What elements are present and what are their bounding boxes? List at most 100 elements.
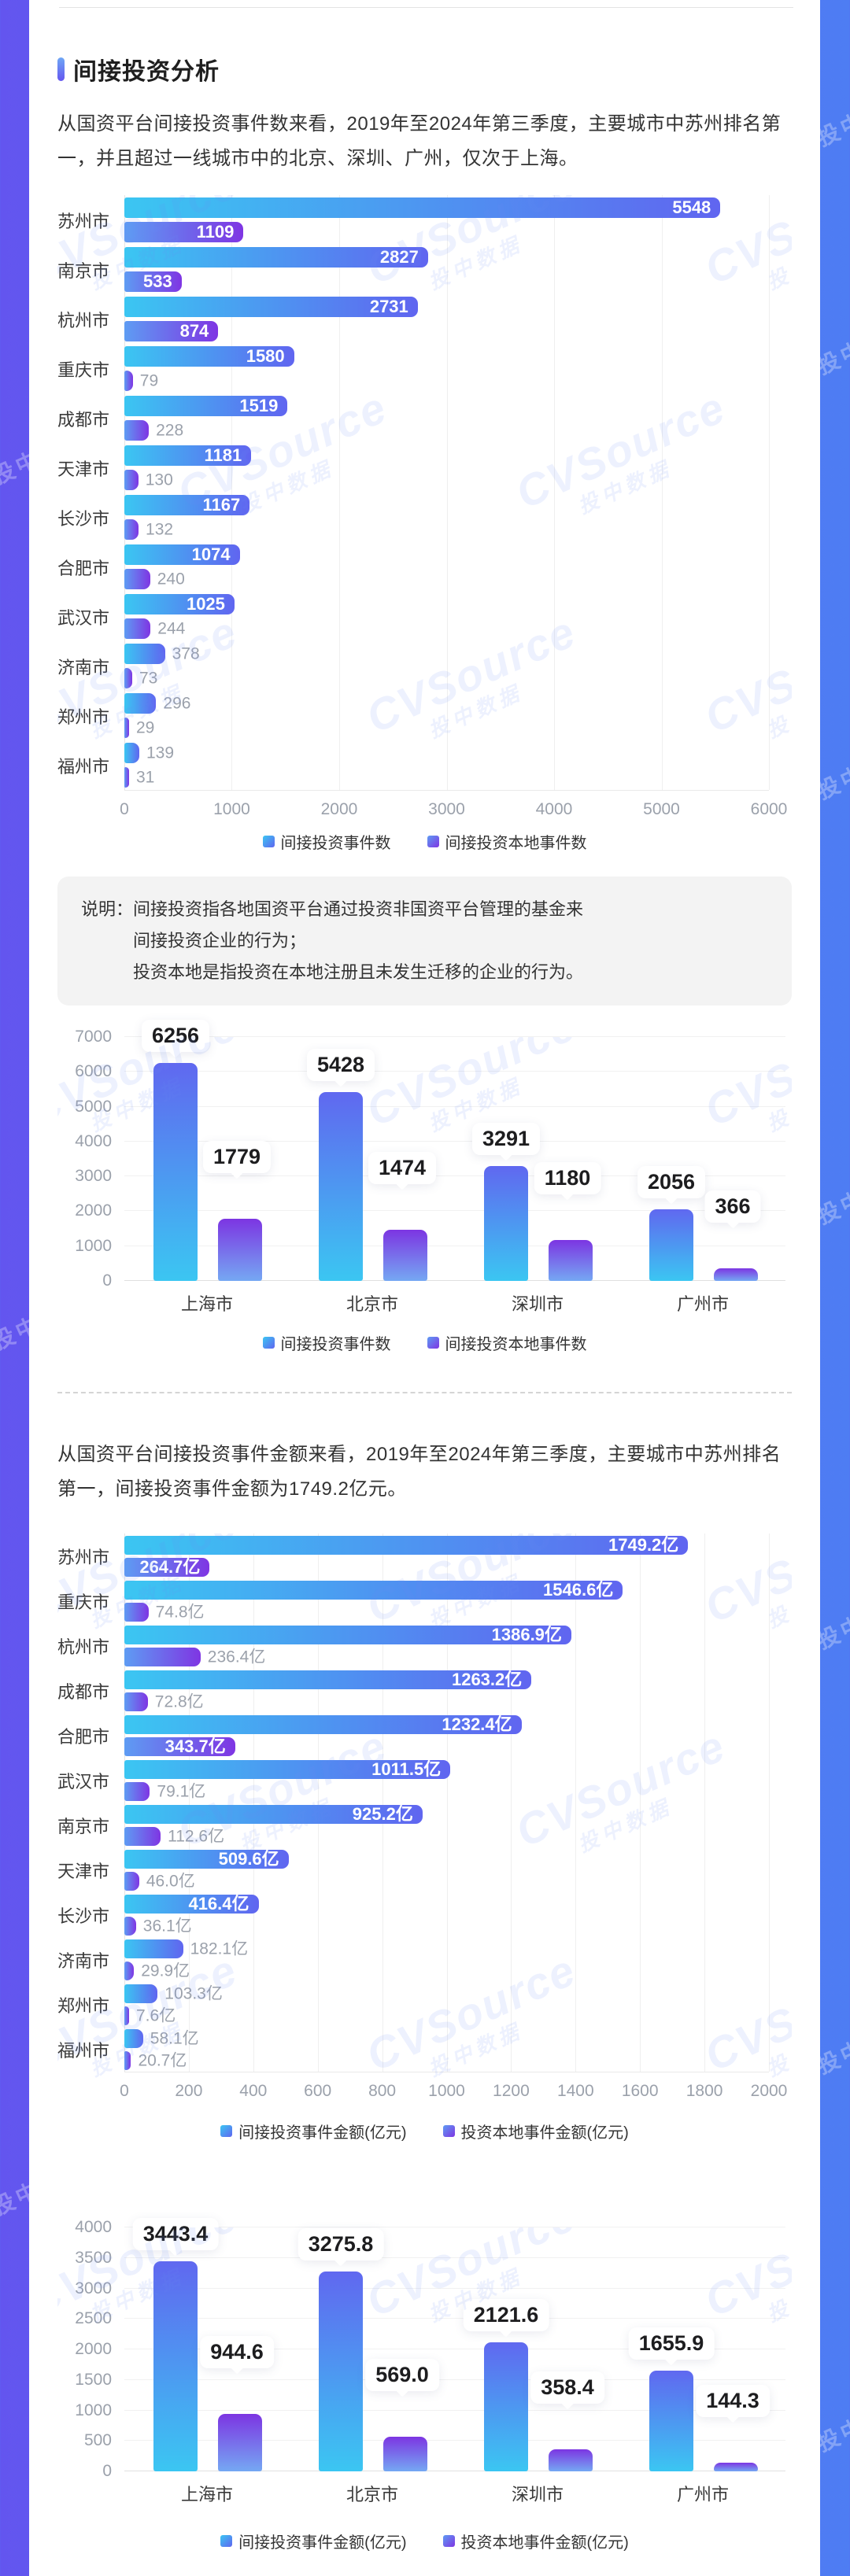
category-label: 济南市	[57, 657, 110, 677]
axis-tick-label: 1000	[213, 800, 250, 818]
bar-events-series	[153, 2261, 198, 2471]
bar-track: 139	[124, 743, 769, 763]
category-label: 合肥市	[57, 558, 110, 578]
bar-local-series: 132	[124, 519, 173, 540]
bar-group-row: 济南市 378 73	[57, 641, 769, 691]
bar-group-row: 武汉市 1025 244	[57, 592, 769, 641]
bar-track: 1749.2亿	[124, 1534, 769, 1555]
paragraph-events: 从国资平台间接投资事件数来看，2019年至2024年第三季度，主要城市中苏州排名…	[57, 113, 782, 169]
bar-track: 7.6亿	[124, 2006, 769, 2025]
legend-label: 间接投资事件数	[280, 835, 391, 852]
section-header: 间接投资分析	[57, 52, 792, 87]
gridline	[446, 1533, 448, 2072]
legend-events-by-city: 间接投资事件数 间接投资本地事件数	[57, 830, 792, 853]
x-axis: 上海市 北京市 深圳市 广州市	[124, 2481, 785, 2506]
bar-track: 1025	[124, 594, 769, 614]
value-callout: 3275.8	[298, 2228, 384, 2261]
bar-track: 509.6亿	[124, 1849, 769, 1869]
category-label: 上海市	[180, 1294, 233, 1314]
value-label: 58.1亿	[150, 2029, 199, 2047]
bar-group-row: 长沙市 1167 132	[57, 493, 769, 542]
value-label: 1749.2亿	[608, 1534, 679, 1555]
gridline	[124, 2318, 785, 2320]
bar-local-series: 74.8亿	[124, 1602, 205, 1622]
bar-track: 46.0亿	[124, 1871, 769, 1891]
value-label: 1386.9亿	[491, 1624, 562, 1644]
gridline	[124, 1210, 785, 1212]
value-label: 29	[136, 718, 155, 737]
bar-events-series	[319, 2272, 363, 2471]
bar-group-row: 合肥市 1232.4亿 343.7亿	[57, 1713, 769, 1758]
legend-swatch-icon	[262, 1337, 275, 1349]
legend-label: 间接投资本地事件数	[445, 835, 587, 852]
bar-groups: 6256 1779 5428 1474 3291 1180 2056 366	[124, 1019, 785, 1281]
bar-group: 1655.9 144.3	[620, 2227, 785, 2471]
value-callout: 6256	[141, 1019, 210, 1052]
axis-tick-label: 2000	[320, 800, 358, 818]
value-label: 29.9亿	[141, 1962, 190, 1980]
value-label: 112.6亿	[168, 1827, 225, 1845]
axis-tick-label: 1400	[556, 2082, 594, 2100]
axis-tick-label: 500	[83, 2431, 112, 2450]
bar-track: 343.7亿	[124, 1736, 769, 1756]
note-label: 说明：	[81, 899, 134, 919]
value-label: 236.4亿	[207, 1648, 266, 1666]
bar-track: 74.8亿	[124, 1602, 769, 1622]
bar-local-series: 73	[124, 668, 157, 688]
bar-track: 378	[124, 644, 769, 664]
bar-group-row: 天津市 1181 130	[57, 443, 769, 493]
category-label: 济南市	[57, 1950, 110, 1971]
section-title: 间接投资分析	[73, 59, 220, 85]
value-callout: 358.4	[530, 2371, 604, 2404]
gridline	[640, 1533, 641, 2072]
value-label: 74.8亿	[155, 1603, 205, 1621]
bar-events-series: 2731	[124, 297, 418, 317]
plot-area: 苏州市 5548 1109 南京市 2827 533 杭州市 2731 874 重庆市 1580 79…	[57, 195, 770, 791]
legend-label: 间接投资本地事件数	[445, 1336, 587, 1353]
bar-track: 29.9亿	[124, 1961, 769, 1980]
axis-tick-label: 2000	[750, 2082, 788, 2100]
note-line-2: 间接投资企业的行为；	[133, 931, 307, 950]
bar-track: 2731	[124, 297, 769, 317]
bar-events-series: 1181	[124, 445, 252, 466]
bar-events-series: 1386.9亿	[124, 1624, 571, 1644]
legend-amount-by-city: 间接投资事件金额(亿元) 投资本地事件金额(亿元)	[57, 2120, 792, 2142]
article-body: 间接投资分析 从国资平台间接投资事件数来看，2019年至2024年第三季度，主要…	[29, 0, 820, 2552]
bar-track: 79.1亿	[124, 1781, 769, 1801]
category-label: 重庆市	[57, 360, 110, 380]
bar-events-series: 296	[124, 693, 190, 714]
value-label: 1181	[204, 445, 242, 465]
value-label: 1546.6亿	[543, 1579, 614, 1600]
legend-label: 间接投资事件金额(亿元)	[238, 2534, 407, 2552]
bar-track: 132	[124, 519, 769, 540]
value-label: 103.3亿	[164, 1984, 223, 2002]
bar-track: 36.1亿	[124, 1916, 769, 1936]
bar-group-row: 杭州市 2731 874	[57, 294, 769, 344]
category-label: 合肥市	[57, 1726, 110, 1747]
value-label: 20.7亿	[138, 2051, 187, 2069]
value-label: 79.1亿	[157, 1782, 206, 1800]
value-label: 79	[139, 371, 159, 390]
bar-local-series: 112.6亿	[124, 1826, 224, 1846]
value-callout: 5428	[306, 1048, 375, 1081]
legend-swatch-icon	[427, 1337, 439, 1349]
gridline	[124, 1036, 785, 1037]
category-label: 杭州市	[57, 310, 110, 330]
axis-tick-label: 2500	[75, 2309, 112, 2328]
legend-swatch-icon	[262, 836, 275, 847]
bar-local-series	[714, 2462, 758, 2471]
bar-group-row: 重庆市 1546.6亿 74.8亿	[57, 1578, 769, 1623]
legend-swatch-icon	[220, 2125, 233, 2137]
bar-local-series: 36.1亿	[124, 1916, 192, 1936]
bar-events-series: 1167	[124, 495, 250, 515]
bar-group: 2121.6 358.4	[455, 2227, 620, 2471]
bar-track: 296	[124, 693, 769, 714]
bar-track: 103.3亿	[124, 1984, 769, 2003]
value-label: 874	[179, 321, 209, 341]
category-label: 天津市	[57, 459, 110, 479]
legend-swatch-icon	[220, 2535, 233, 2547]
category-label: 福州市	[57, 2040, 110, 2061]
bar-events-series: 1546.6亿	[124, 1579, 623, 1600]
plot-area: 苏州市 1749.2亿 264.7亿 重庆市 1546.6亿 74.8亿 杭州市 1386.9…	[57, 1533, 770, 2072]
bar-track: 1074	[124, 544, 769, 565]
